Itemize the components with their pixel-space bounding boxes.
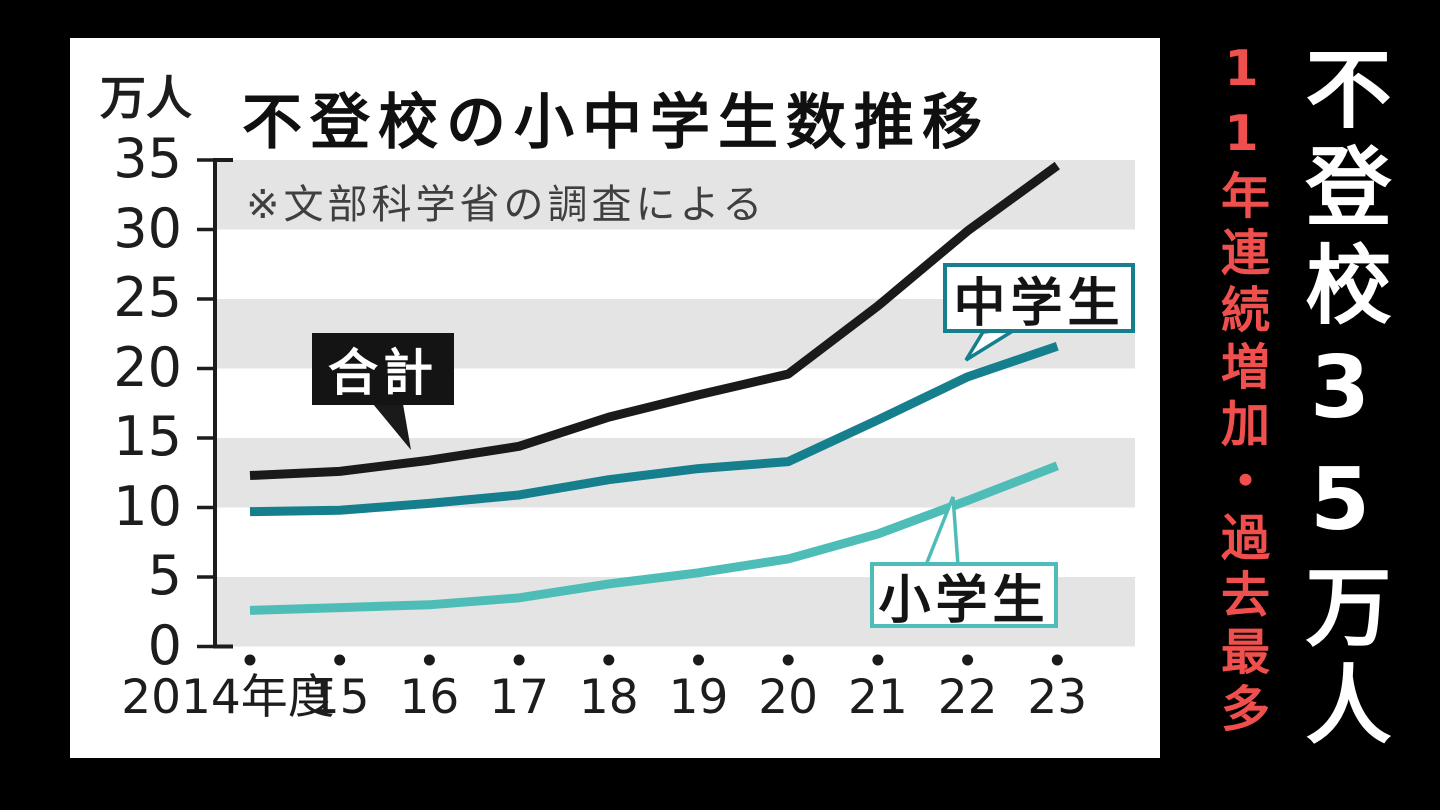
x-tick-label: 21 — [847, 670, 908, 725]
chart-title: 不登校の小中学生数推移 — [242, 88, 990, 158]
x-tick-label: 23 — [1027, 670, 1088, 725]
x-tick-label: 22 — [937, 670, 998, 725]
y-tick-label: 10 — [113, 474, 182, 538]
y-tick-label: 30 — [113, 196, 182, 260]
x-tick-label: 19 — [668, 670, 729, 725]
series-label-total: 合計 — [328, 344, 438, 402]
y-tick-label: 5 — [147, 543, 182, 607]
x-tick-label: 17 — [489, 670, 549, 725]
x-tick-label: 20 — [758, 670, 819, 725]
headline-main: 不登校35万人 — [1290, 44, 1390, 758]
series-callout-elementary: 小学生 — [870, 562, 1058, 631]
series-callout-total: 合計 — [312, 333, 454, 405]
y-tick-label: 0 — [147, 613, 182, 677]
y-tick-label: 15 — [113, 404, 182, 468]
series-label-elementary: 小学生 — [878, 570, 1050, 631]
y-tick-label: 20 — [113, 335, 182, 399]
x-tick-label: 16 — [399, 670, 460, 725]
x-tick-label: 18 — [578, 670, 639, 725]
headline-sub: 11年連続増加・過去最多 — [1213, 40, 1270, 740]
y-axis-unit-label: 万人 — [100, 71, 192, 125]
y-tick-label: 35 — [113, 126, 182, 190]
x-tick-label: 2014年度 — [121, 670, 335, 725]
series-callout-junior-high: 中学生 — [943, 263, 1135, 334]
chart-source-note: ※文部科学省の調査による — [246, 182, 767, 228]
series-label-junior-high: 中学生 — [953, 273, 1125, 334]
chart-panel: 万人 不登校の小中学生数推移 ※文部科学省の調査による 35 30 25 20 15 10… — [70, 38, 1160, 758]
x-tick-label: 15 — [309, 670, 370, 725]
y-tick-label: 25 — [113, 265, 182, 329]
